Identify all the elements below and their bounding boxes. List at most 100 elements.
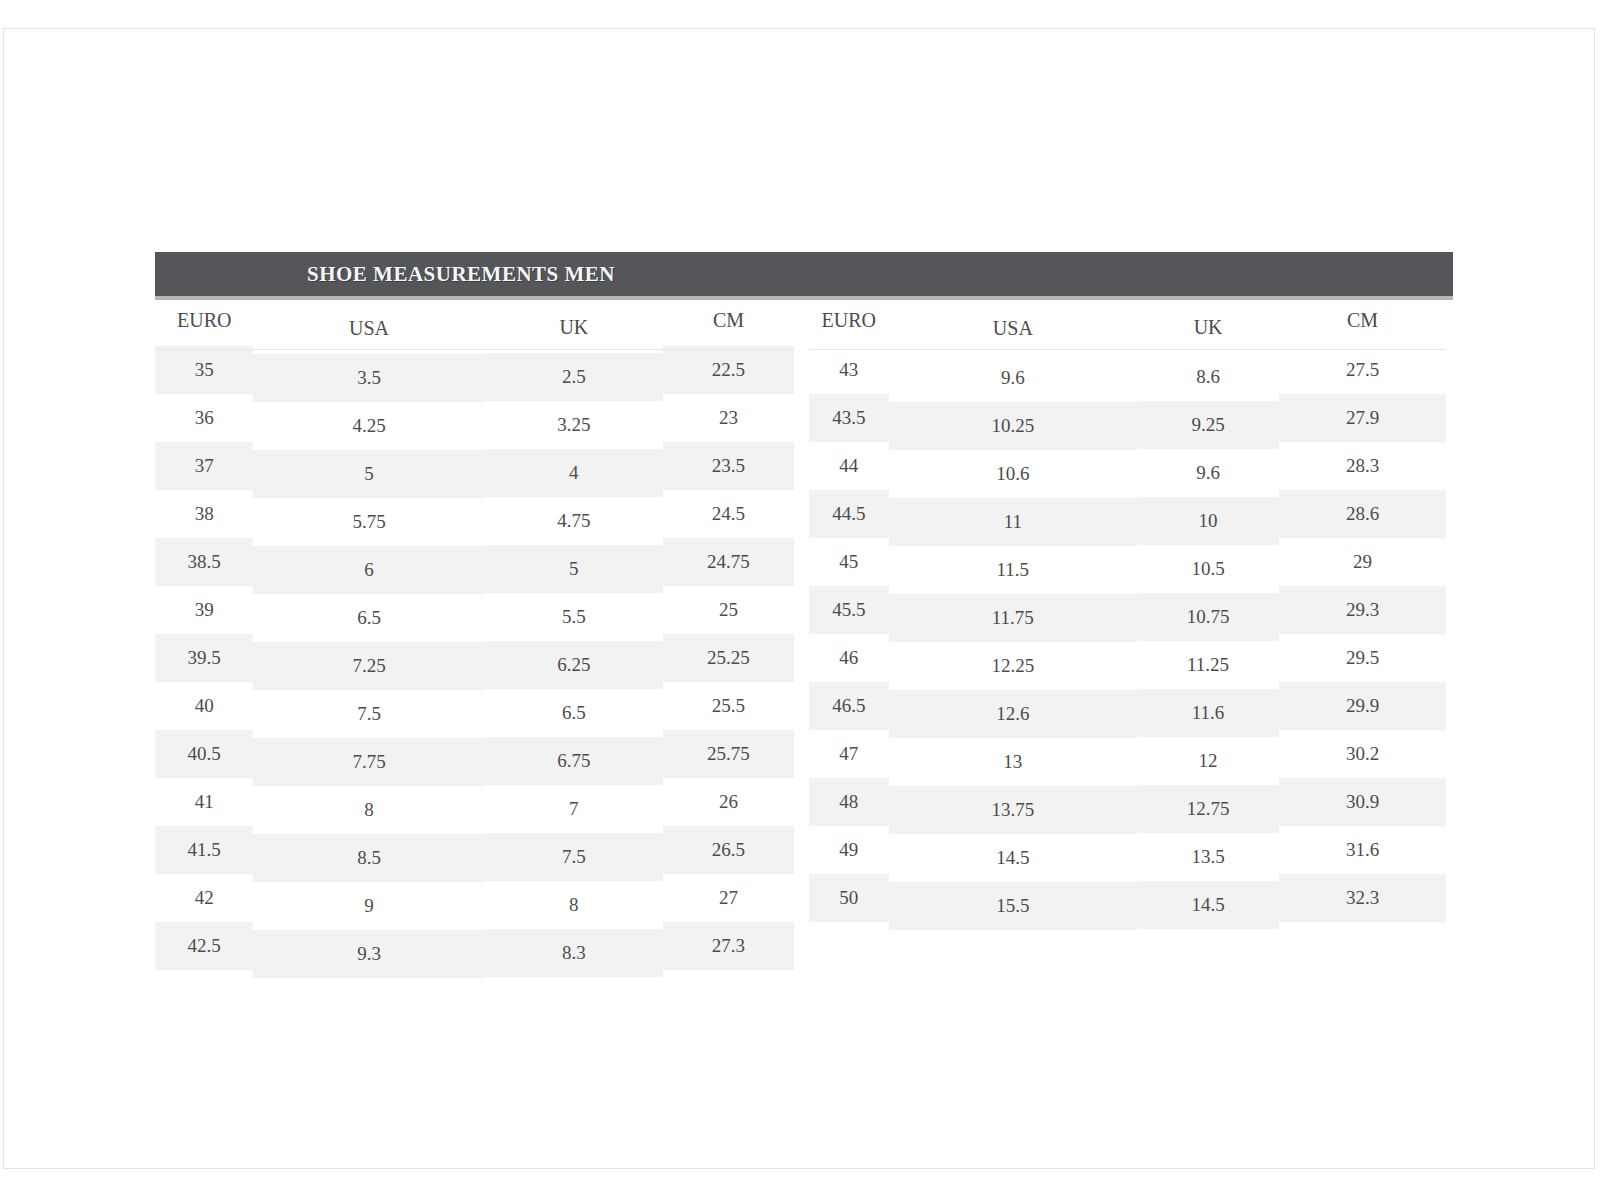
cell-cm: 29.5 bbox=[1279, 634, 1446, 682]
cell-euro: 42.5 bbox=[155, 922, 253, 970]
cell-usa: 12.25 bbox=[889, 642, 1137, 690]
cell-usa: 6.5 bbox=[253, 594, 484, 642]
cell-uk: 12.75 bbox=[1137, 785, 1279, 833]
table-row: 407.56.525.5 bbox=[155, 686, 794, 734]
cell-cm: 28.6 bbox=[1279, 490, 1446, 538]
size-table-left-header: EURO USA UK CM bbox=[155, 300, 794, 350]
chart-title-bar: SHOE MEASUREMENTS MEN bbox=[155, 252, 1453, 300]
size-table-left: EURO USA UK CM 353.52.522.5364.253.25233… bbox=[155, 300, 794, 974]
table-row: 39.57.256.2525.25 bbox=[155, 638, 794, 686]
table-row: 47131230.2 bbox=[809, 734, 1446, 782]
cell-euro: 48 bbox=[809, 778, 889, 826]
cell-euro: 41 bbox=[155, 778, 253, 826]
cell-euro: 44.5 bbox=[809, 490, 889, 538]
cell-usa: 13 bbox=[889, 738, 1137, 786]
cell-usa: 8 bbox=[253, 786, 484, 834]
cell-euro: 43.5 bbox=[809, 394, 889, 442]
table-row: 4612.2511.2529.5 bbox=[809, 638, 1446, 686]
cell-uk: 5 bbox=[485, 545, 663, 593]
table-row: 43.510.259.2527.9 bbox=[809, 398, 1446, 446]
header-row: EURO USA UK CM bbox=[155, 300, 794, 350]
cell-euro: 45.5 bbox=[809, 586, 889, 634]
cell-uk: 11.6 bbox=[1137, 689, 1279, 737]
cell-usa: 5.75 bbox=[253, 498, 484, 546]
cell-euro: 38 bbox=[155, 490, 253, 538]
table-row: 396.55.525 bbox=[155, 590, 794, 638]
cell-cm: 30.9 bbox=[1279, 778, 1446, 826]
table-row: 42.59.38.327.3 bbox=[155, 926, 794, 974]
cell-cm: 29 bbox=[1279, 538, 1446, 586]
table-row: 44.5111028.6 bbox=[809, 494, 1446, 542]
cell-cm: 25 bbox=[663, 586, 794, 634]
cell-euro: 39 bbox=[155, 586, 253, 634]
cell-uk: 6.5 bbox=[485, 689, 663, 737]
header-row: EURO USA UK CM bbox=[809, 300, 1446, 350]
cell-usa: 7.25 bbox=[253, 642, 484, 690]
table-row: 4813.7512.7530.9 bbox=[809, 782, 1446, 830]
table-row: 364.253.2523 bbox=[155, 398, 794, 446]
cell-usa: 12.6 bbox=[889, 690, 1137, 738]
table-row: 4914.513.531.6 bbox=[809, 830, 1446, 878]
size-table-right-body: 439.68.627.543.510.259.2527.94410.69.628… bbox=[809, 350, 1446, 927]
cell-uk: 7.5 bbox=[485, 833, 663, 881]
cell-uk: 13.5 bbox=[1137, 833, 1279, 881]
size-chart-card: SHOE MEASUREMENTS MEN EURO USA UK CM 353… bbox=[3, 28, 1595, 1169]
cell-cm: 29.9 bbox=[1279, 682, 1446, 730]
cell-usa: 11.5 bbox=[889, 546, 1137, 594]
cell-euro: 49 bbox=[809, 826, 889, 874]
cell-usa: 11.75 bbox=[889, 594, 1137, 642]
cell-euro: 40.5 bbox=[155, 730, 253, 778]
cell-cm: 25.25 bbox=[663, 634, 794, 682]
cell-cm: 25.5 bbox=[663, 682, 794, 730]
cell-usa: 10.6 bbox=[889, 450, 1137, 498]
page: { "title": "SHOE MEASUREMENTS MEN", "col… bbox=[0, 0, 1600, 1200]
chart-title: SHOE MEASUREMENTS MEN bbox=[155, 252, 615, 296]
table-row: 5015.514.532.3 bbox=[809, 878, 1446, 926]
cell-usa: 9.3 bbox=[253, 930, 484, 978]
cell-usa: 11 bbox=[889, 498, 1137, 546]
column-header-uk: UK bbox=[485, 303, 663, 353]
cell-euro: 50 bbox=[809, 874, 889, 922]
cell-usa: 9.6 bbox=[889, 354, 1137, 403]
cell-cm: 30.2 bbox=[1279, 730, 1446, 778]
column-header-usa: USA bbox=[889, 304, 1137, 354]
cell-usa: 7.75 bbox=[253, 738, 484, 786]
cell-euro: 45 bbox=[809, 538, 889, 586]
cell-euro: 46.5 bbox=[809, 682, 889, 730]
cell-uk: 4.75 bbox=[485, 497, 663, 545]
cell-euro: 37 bbox=[155, 442, 253, 490]
cell-euro: 41.5 bbox=[155, 826, 253, 874]
column-header-euro: EURO bbox=[809, 296, 889, 346]
cell-uk: 6.25 bbox=[485, 641, 663, 689]
cell-euro: 39.5 bbox=[155, 634, 253, 682]
cell-uk: 8.3 bbox=[485, 929, 663, 977]
cell-cm: 25.75 bbox=[663, 730, 794, 778]
cell-uk: 9.25 bbox=[1137, 401, 1279, 449]
cell-usa: 6 bbox=[253, 546, 484, 594]
cell-uk: 6.75 bbox=[485, 737, 663, 785]
table-row: 439.68.627.5 bbox=[809, 350, 1446, 399]
cell-cm: 32.3 bbox=[1279, 874, 1446, 922]
table-row: 375423.5 bbox=[155, 446, 794, 494]
cell-usa: 15.5 bbox=[889, 882, 1137, 930]
cell-cm: 23.5 bbox=[663, 442, 794, 490]
table-row: 429827 bbox=[155, 878, 794, 926]
cell-uk: 9.6 bbox=[1137, 449, 1279, 497]
cell-uk: 8.6 bbox=[1137, 353, 1279, 402]
table-row: 38.56524.75 bbox=[155, 542, 794, 590]
cell-usa: 8.5 bbox=[253, 834, 484, 882]
cell-euro: 40 bbox=[155, 682, 253, 730]
size-table-left-body: 353.52.522.5364.253.2523375423.5385.754.… bbox=[155, 350, 794, 975]
table-row: 41.58.57.526.5 bbox=[155, 830, 794, 878]
cell-uk: 5.5 bbox=[485, 593, 663, 641]
table-row: 4410.69.628.3 bbox=[809, 446, 1446, 494]
cell-cm: 22.5 bbox=[663, 346, 794, 395]
cell-usa: 3.5 bbox=[253, 354, 484, 403]
column-header-usa: USA bbox=[253, 304, 484, 354]
cell-usa: 13.75 bbox=[889, 786, 1137, 834]
table-row: 385.754.7524.5 bbox=[155, 494, 794, 542]
cell-cm: 29.3 bbox=[1279, 586, 1446, 634]
cell-uk: 10.75 bbox=[1137, 593, 1279, 641]
cell-uk: 12 bbox=[1137, 737, 1279, 785]
cell-cm: 31.6 bbox=[1279, 826, 1446, 874]
